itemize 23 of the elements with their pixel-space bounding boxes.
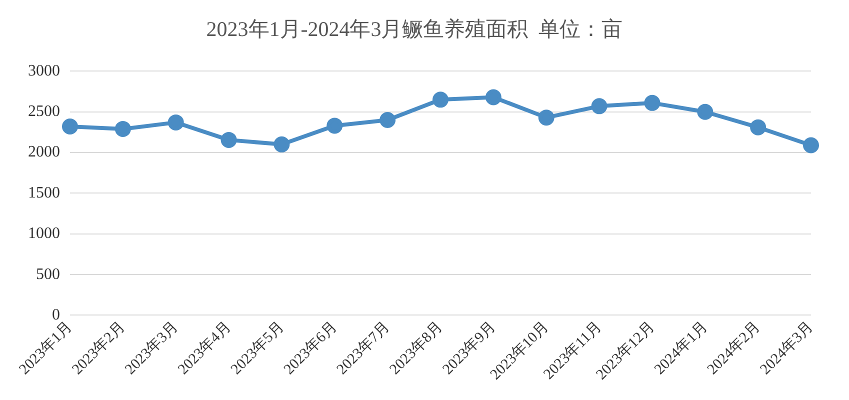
y-tick-label: 0 <box>52 306 60 324</box>
point <box>485 89 502 106</box>
point <box>220 132 237 148</box>
y-tick-label: 2500 <box>28 103 60 120</box>
point <box>750 119 766 136</box>
chart-title: 2023年1月-2024年3月鳜鱼养殖面积 单位：亩 <box>206 17 623 42</box>
point <box>380 112 396 128</box>
point <box>326 118 343 134</box>
point <box>591 98 608 114</box>
point <box>62 118 78 135</box>
point <box>644 94 660 111</box>
y-tick-label: 500 <box>36 266 60 283</box>
point <box>274 136 290 152</box>
y-tick-label: 1000 <box>28 225 60 242</box>
point <box>432 92 448 108</box>
point <box>168 114 184 130</box>
y-tick-label: 2000 <box>28 144 60 161</box>
y-tick-label: 1500 <box>28 184 60 202</box>
point <box>114 120 131 137</box>
point <box>697 104 714 120</box>
point <box>538 110 554 126</box>
point <box>803 137 819 154</box>
y-tick-label: 3000 <box>28 62 60 80</box>
